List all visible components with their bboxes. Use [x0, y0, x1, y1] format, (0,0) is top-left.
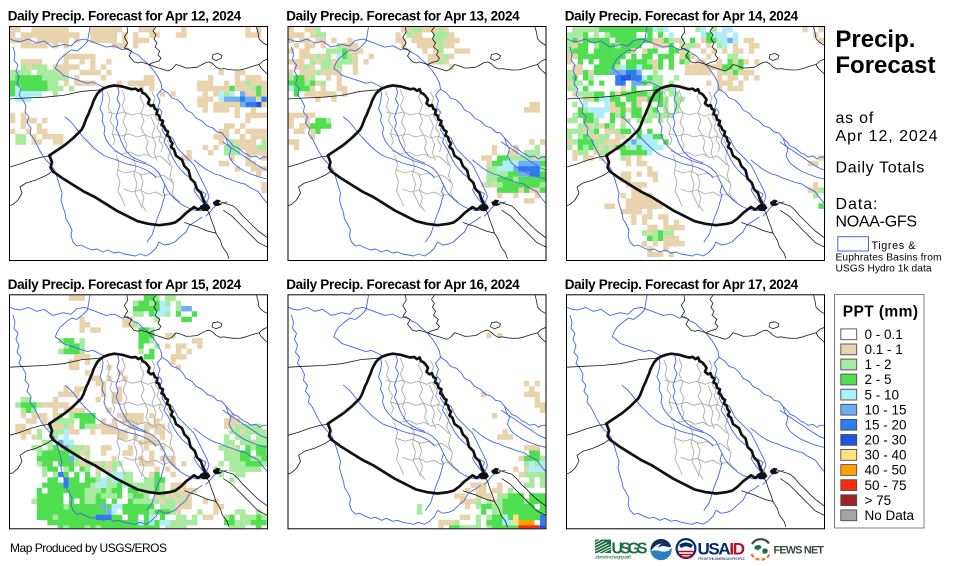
svg-text:5 - 10: 5 - 10 [865, 387, 900, 402]
svg-text:Apr 12, 2024: Apr 12, 2024 [836, 128, 938, 145]
svg-text:40 - 50: 40 - 50 [865, 463, 907, 478]
svg-text:PPT (mm): PPT (mm) [843, 304, 918, 321]
svg-text:30 - 40: 30 - 40 [865, 448, 907, 463]
svg-text:10 - 15: 10 - 15 [865, 402, 907, 417]
svg-text:Forecast: Forecast [835, 52, 935, 79]
svg-text:Daily Totals: Daily Totals [836, 160, 925, 177]
svg-text:Daily Precip. Forecast for Apr: Daily Precip. Forecast for Apr 13, 2024 [286, 9, 520, 24]
svg-text:NOAA-GFS: NOAA-GFS [836, 213, 918, 230]
svg-text:Daily Precip. Forecast for Apr: Daily Precip. Forecast for Apr 12, 2024 [8, 9, 242, 24]
svg-text:Daily Precip. Forecast for Apr: Daily Precip. Forecast for Apr 16, 2024 [286, 277, 520, 292]
svg-text:FEWS NET: FEWS NET [774, 545, 825, 557]
svg-text:1 - 2: 1 - 2 [865, 357, 892, 372]
svg-text:0.1 - 1: 0.1 - 1 [865, 342, 903, 357]
svg-text:FROM THE AMERICAN PEOPLE: FROM THE AMERICAN PEOPLE [698, 557, 745, 561]
svg-text:Daily Precip. Forecast for Apr: Daily Precip. Forecast for Apr 14, 2024 [565, 9, 799, 24]
svg-text:50 - 75: 50 - 75 [865, 478, 907, 493]
svg-text:USGS: USGS [612, 541, 648, 558]
svg-text:2 - 5: 2 - 5 [865, 372, 892, 387]
svg-text:> 75: > 75 [865, 493, 892, 508]
svg-text:Data:: Data: [836, 196, 878, 213]
svg-text:20 - 30: 20 - 30 [865, 433, 907, 448]
svg-text:0 - 0.1: 0 - 0.1 [865, 327, 903, 342]
svg-text:science for a changing world: science for a changing world [595, 555, 632, 560]
svg-text:Daily Precip. Forecast for Apr: Daily Precip. Forecast for Apr 17, 2024 [565, 277, 799, 292]
svg-text:No Data: No Data [865, 508, 915, 523]
svg-text:USAID: USAID [698, 540, 746, 559]
svg-text:Precip.: Precip. [835, 26, 915, 53]
svg-text:15 - 20: 15 - 20 [865, 418, 907, 433]
svg-text:Euphrates Basins from: Euphrates Basins from [836, 253, 942, 264]
svg-text:Daily Precip. Forecast for Apr: Daily Precip. Forecast for Apr 15, 2024 [8, 277, 242, 292]
svg-text:Map Produced by USGS/EROS: Map Produced by USGS/EROS [10, 541, 167, 555]
svg-text:Tigres &: Tigres & [872, 240, 917, 252]
svg-text:as of: as of [836, 110, 874, 127]
svg-text:USGS Hydro 1k data: USGS Hydro 1k data [836, 264, 932, 275]
